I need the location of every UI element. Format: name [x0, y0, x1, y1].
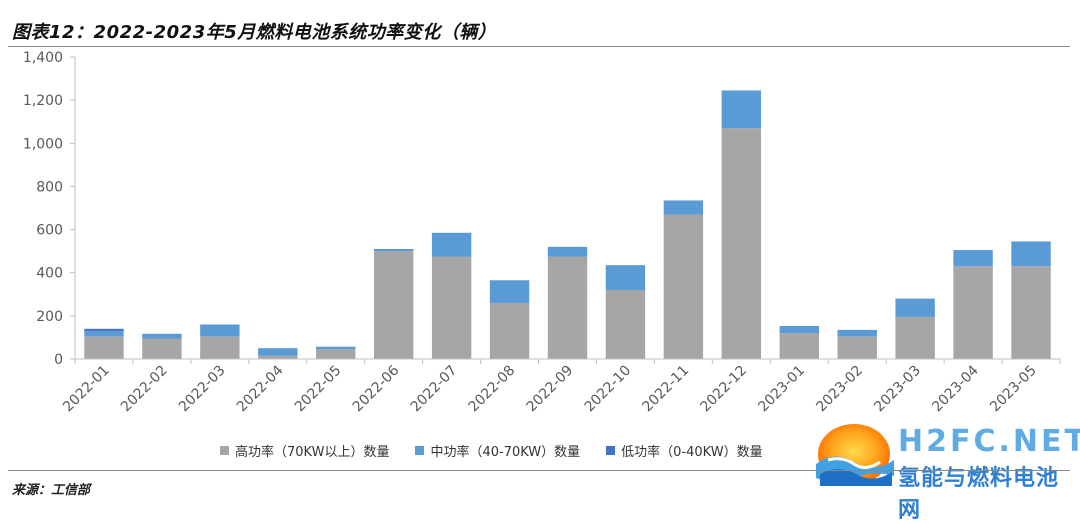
legend-swatch-mid [415, 446, 425, 455]
bar-segment-high [258, 355, 298, 359]
x-tick-label: 2022-04 [234, 362, 287, 415]
x-tick-label: 2022-06 [350, 362, 403, 415]
bar-segment-mid [142, 333, 182, 339]
x-tick-label: 2022-09 [524, 363, 577, 416]
bar-segment-mid [837, 329, 877, 337]
bar-segment-high [142, 338, 182, 359]
bar-segment-high [779, 333, 819, 359]
watermark-brand: H2FC.NET [898, 424, 1080, 459]
bar-segment-mid [779, 325, 819, 334]
y-tick-label: 800 [36, 179, 63, 195]
bar-segment-mid [489, 280, 530, 303]
x-tick-label: 2022-12 [697, 363, 750, 416]
x-tick-label: 2022-02 [118, 363, 171, 416]
flame-logo-icon [816, 424, 894, 486]
x-tick-label: 2022-11 [640, 363, 693, 416]
y-tick-label: 1,400 [23, 50, 63, 66]
legend: 高功率（70KW以上）数量 中功率（40-70KW）数量 低功率（0-40KW）… [220, 441, 763, 460]
x-tick-label: 2022-01 [60, 363, 113, 416]
legend-item-low: 低功率（0-40KW）数量 [606, 441, 763, 460]
legend-swatch-high [220, 446, 229, 455]
bar-segment-high [837, 336, 877, 359]
watermark: H2FC.NET 氢能与燃料电池网 [810, 418, 1080, 523]
x-tick-label: 2022-08 [466, 363, 519, 416]
legend-label-mid: 中功率（40-70KW）数量 [430, 445, 581, 460]
bar-segment-high [316, 349, 356, 359]
y-tick-label: 200 [36, 309, 63, 325]
x-tick-label: 2022-07 [408, 363, 461, 416]
x-tick-label: 2023-01 [755, 363, 808, 416]
bar-segment-high [605, 289, 646, 359]
bar-segment-mid [895, 298, 935, 317]
title-divider [8, 46, 1070, 47]
y-tick-label: 600 [36, 223, 63, 239]
bar-segment-high [895, 316, 935, 359]
bar-segment-mid [547, 246, 588, 257]
bar-segment-mid [373, 248, 414, 252]
bar-segment-high [489, 302, 530, 359]
bar-segment-mid [316, 346, 356, 350]
x-tick-label: 2023-05 [987, 363, 1040, 416]
legend-label-low: 低功率（0-40KW）数量 [621, 445, 763, 460]
bar-segment-mid [200, 324, 240, 337]
bar-segment-high [200, 336, 240, 359]
footer-divider [8, 470, 1070, 471]
y-tick-label: 1,200 [23, 93, 63, 109]
bar-segment-high [373, 251, 414, 359]
bars-group [84, 90, 1051, 359]
x-tick-label: 2022-05 [292, 363, 345, 416]
bar-segment-high [721, 128, 762, 359]
bar-segment-mid [663, 200, 704, 215]
bar-segment-mid [953, 250, 993, 267]
bar-segment-mid [605, 265, 646, 290]
legend-item-mid: 中功率（40-70KW）数量 [415, 441, 580, 460]
y-axis: 0 200 400 600 800 1,000 1,200 1,400 [23, 50, 76, 368]
x-axis: 2022-01 2022-02 2022-03 2022-04 2022-05 2022-… [60, 358, 1061, 416]
x-tick-label: 2023-02 [813, 363, 866, 416]
source-note: 来源：工信部 [12, 483, 91, 498]
x-tick-label: 2023-04 [929, 362, 982, 415]
x-tick-label: 2022-10 [582, 363, 635, 416]
bar-segment-mid [84, 330, 124, 337]
x-tick-label: 2022-03 [176, 363, 229, 416]
y-tick-label: 0 [54, 352, 63, 368]
bar-segment-mid [431, 232, 472, 257]
bar-segment-mid [1011, 241, 1051, 267]
legend-label-high: 高功率（70KW以上）数量 [235, 445, 390, 460]
bar-segment-high [547, 256, 588, 359]
chart-title: 图表12：2022-2023年5月燃料电池系统功率变化（辆） [12, 22, 497, 43]
bar-segment-mid [721, 90, 762, 129]
y-tick-label: 1,000 [23, 136, 63, 152]
bar-segment-low [84, 328, 124, 331]
bar-segment-high [953, 266, 993, 359]
x-tick-label: 2023-03 [871, 363, 924, 416]
legend-swatch-low [606, 446, 616, 455]
legend-item-high: 高功率（70KW以上）数量 [220, 441, 389, 460]
bar-segment-mid [258, 348, 298, 356]
y-tick-label: 400 [36, 266, 63, 282]
bar-segment-high [663, 214, 704, 359]
bar-segment-high [1011, 266, 1051, 359]
bar-segment-high [431, 256, 472, 359]
bar-segment-high [84, 336, 124, 359]
